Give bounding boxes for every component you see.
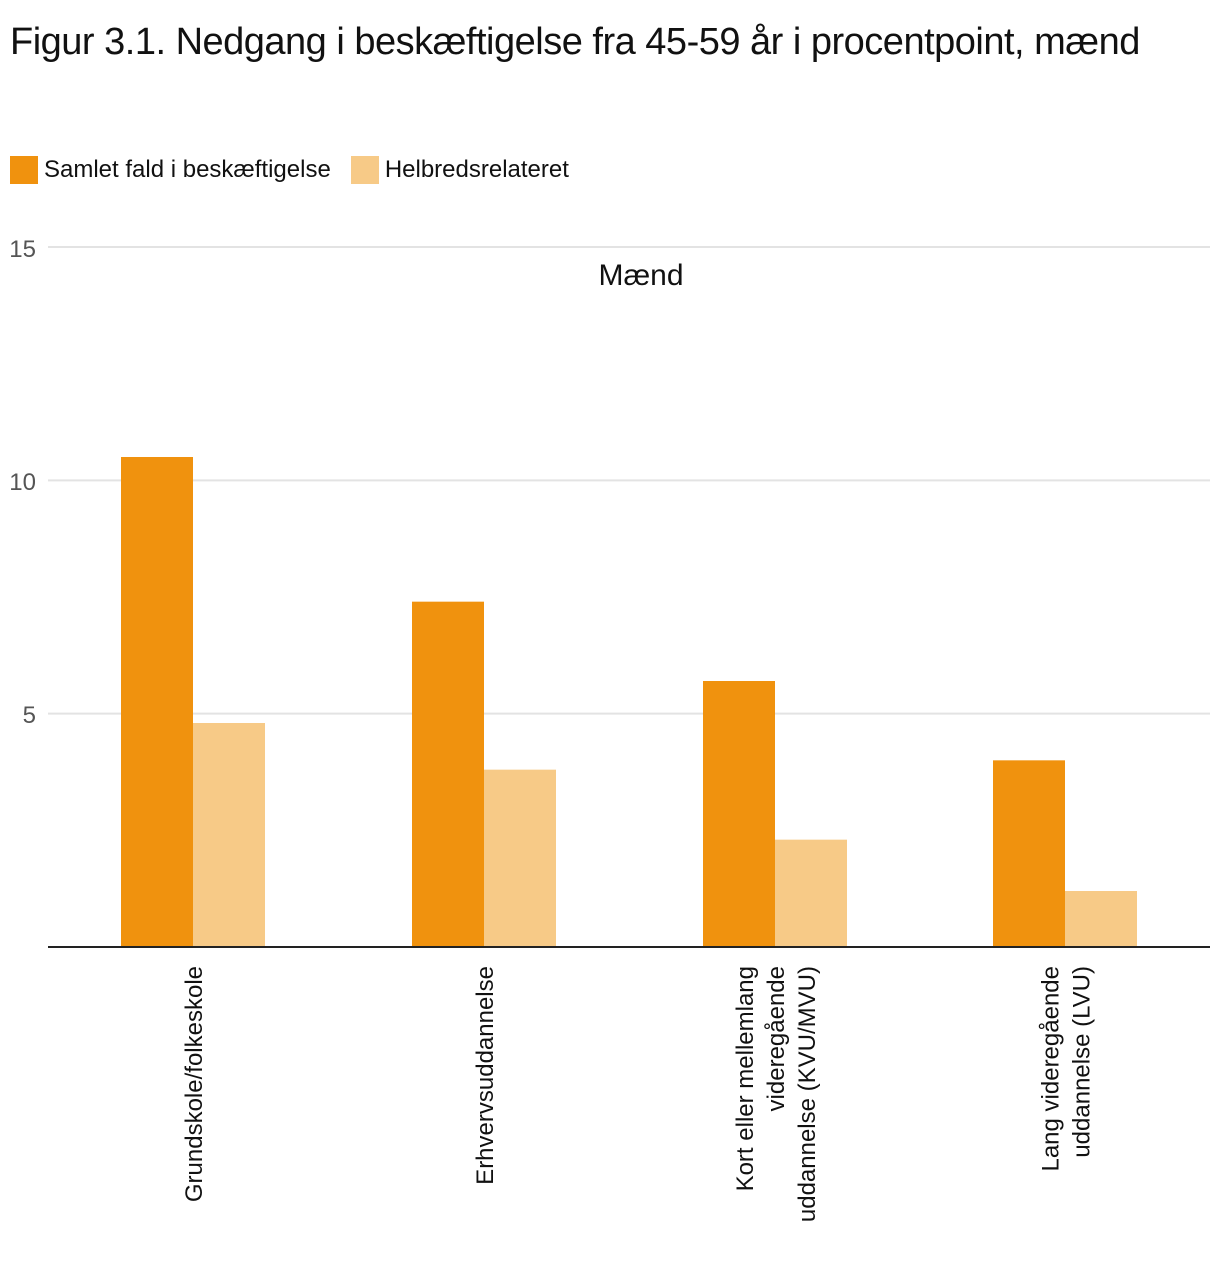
- chart-title: Figur 3.1. Nedgang i beskæftigelse fra 4…: [10, 21, 1140, 63]
- bar-series1-cat3: [703, 681, 775, 947]
- category-label-3-line-3: uddannelse (KVU/MVU): [794, 966, 821, 1222]
- category-label-4-line-1: Lang videregående: [1038, 966, 1065, 1172]
- legend-item-health: Helbredsrelateret: [350, 156, 569, 184]
- bar-series2-cat2: [484, 769, 556, 947]
- category-label-3-line-1: Kort eller mellemlang: [732, 966, 759, 1191]
- legend-item-total: Samlet fald i beskæftigelse: [10, 156, 331, 184]
- bar-series2-cat1: [193, 723, 265, 947]
- y-tick-label-10: 10: [9, 469, 36, 496]
- category-label-2-line-1: Erhvervsuddannelse: [472, 966, 499, 1185]
- legend-label-total: Samlet fald i beskæftigelse: [44, 156, 331, 183]
- legend-swatch-health: [350, 156, 379, 184]
- legend: Samlet fald i beskæftigelse Helbredsrela…: [10, 156, 589, 184]
- y-tick-label-5: 5: [23, 702, 36, 729]
- bars: [121, 457, 1137, 947]
- legend-swatch-total: [10, 156, 38, 184]
- bar-series2-cat3: [775, 839, 847, 947]
- category-label-4-line-2: uddannelse (LVU): [1069, 966, 1096, 1158]
- gridlines: [48, 246, 1210, 715]
- y-axis-ticks: 5 10 15: [9, 236, 36, 729]
- category-labels: Grundskole/folkeskole Erhvervsuddannelse K…: [181, 966, 1096, 1222]
- panel-title: Mænd: [598, 259, 683, 292]
- bar-series1-cat4: [993, 760, 1065, 947]
- legend-label-health: Helbredsrelateret: [384, 156, 569, 183]
- category-label-1-line-1: Grundskole/folkeskole: [181, 966, 208, 1202]
- y-tick-label-15: 15: [9, 236, 36, 263]
- bar-series1-cat2: [412, 601, 484, 947]
- bar-series1-cat1: [121, 457, 193, 947]
- bar-series2-cat4: [1065, 891, 1137, 947]
- category-label-3-line-2: videregående: [763, 966, 790, 1111]
